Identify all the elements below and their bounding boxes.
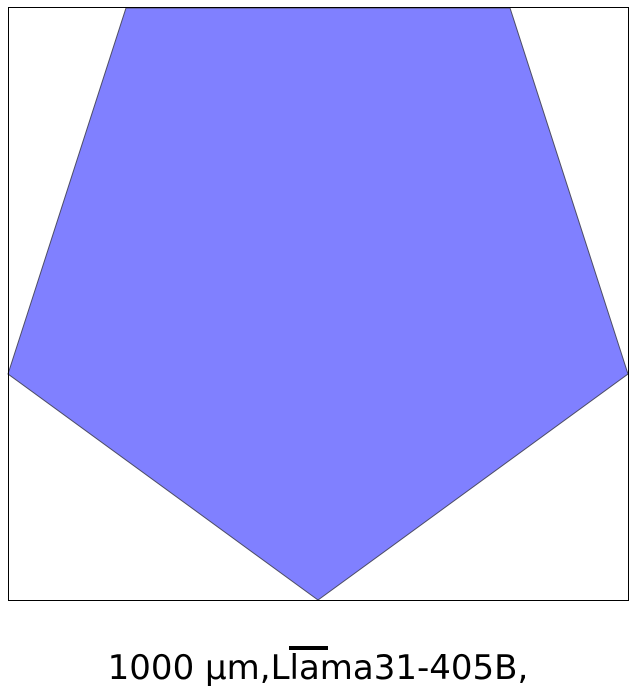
pentagon-shape bbox=[7, 7, 629, 601]
figure-caption: 1000 μm,Llama31-405B, bbox=[107, 648, 529, 688]
scale-bar bbox=[289, 646, 328, 650]
plot-frame bbox=[8, 7, 629, 601]
